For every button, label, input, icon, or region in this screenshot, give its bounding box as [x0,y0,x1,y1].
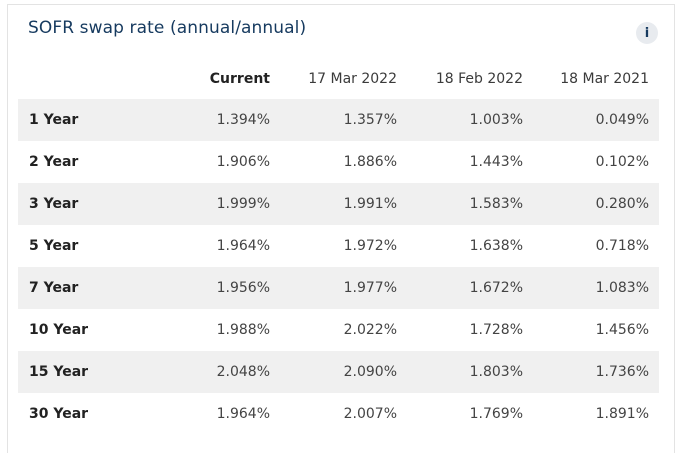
rate-cell: 1.394% [158,99,270,141]
rate-cell: 1.964% [216,238,270,254]
rate-cell: 1.638% [469,238,523,254]
rate-cell: 1.991% [270,183,397,225]
tenor-label: 30 Year [29,406,89,422]
rate-cell: 1.999% [158,183,270,225]
rate-cell: 1.728% [469,322,523,338]
rate-cell: 0.102% [595,154,649,170]
table-row: 7 Year 1.956% 1.977% 1.672% 1.083% [18,267,659,309]
table-row: 1 Year 1.394% 1.357% 1.003% 0.049% [18,99,659,141]
tenor-label: 2 Year [29,154,79,170]
table-row: 3 Year 1.999% 1.991% 1.583% 0.280% [18,183,659,225]
rate-cell: 1.003% [397,99,523,141]
card-title: SOFR swap rate (annual/annual) [28,18,307,38]
tenor-label: 1 Year [18,99,158,141]
rate-cell: 1.891% [595,406,649,422]
rate-cell: 1.977% [270,267,397,309]
table-row: 10 Year 1.988% 2.022% 1.728% 1.456% [18,309,659,351]
tenor-label: 10 Year [29,322,89,338]
rate-cell: 1.443% [469,154,523,170]
rate-cell: 2.007% [343,406,397,422]
rate-cell: 1.672% [397,267,523,309]
table-row: 15 Year 2.048% 2.090% 1.803% 1.736% [18,351,659,393]
rate-cell: 2.022% [343,322,397,338]
rate-cell: 0.280% [523,183,659,225]
rate-cell: 2.090% [270,351,397,393]
info-icon[interactable]: i [636,22,658,44]
rate-cell: 0.718% [595,238,649,254]
rate-cell: 1.736% [523,351,659,393]
tenor-label: 15 Year [18,351,158,393]
table-row: 5 Year 1.964% 1.972% 1.638% 0.718% [18,225,659,267]
rate-cell: 0.049% [523,99,659,141]
tenor-label: 3 Year [18,183,158,225]
rate-cell: 1.964% [216,406,270,422]
rate-cell: 1.083% [523,267,659,309]
rate-cell: 1.988% [216,322,270,338]
rate-cell: 1.956% [158,267,270,309]
header-tenor [18,59,158,99]
rate-cell: 1.357% [270,99,397,141]
rate-cell: 1.906% [216,154,270,170]
table-row: 30 Year 1.964% 2.007% 1.769% 1.891% [18,393,659,435]
rate-cell: 1.803% [397,351,523,393]
rate-cell: 1.886% [343,154,397,170]
rate-cell: 2.048% [158,351,270,393]
header-18-feb-2022: 18 Feb 2022 [435,71,523,87]
header-current: Current [209,71,270,87]
tenor-label: 5 Year [29,238,79,254]
table-header-row: Current 17 Mar 2022 18 Feb 2022 18 Mar 2… [18,59,659,99]
header-18-mar-2021: 18 Mar 2021 [560,71,649,87]
table-row: 2 Year 1.906% 1.886% 1.443% 0.102% [18,141,659,183]
rate-cell: 1.583% [397,183,523,225]
header-17-mar-2022: 17 Mar 2022 [308,71,397,87]
rate-cell: 1.769% [469,406,523,422]
rate-cell: 1.456% [595,322,649,338]
rate-cell: 1.972% [343,238,397,254]
tenor-label: 7 Year [18,267,158,309]
swap-rate-table: Current 17 Mar 2022 18 Feb 2022 18 Mar 2… [18,59,659,435]
